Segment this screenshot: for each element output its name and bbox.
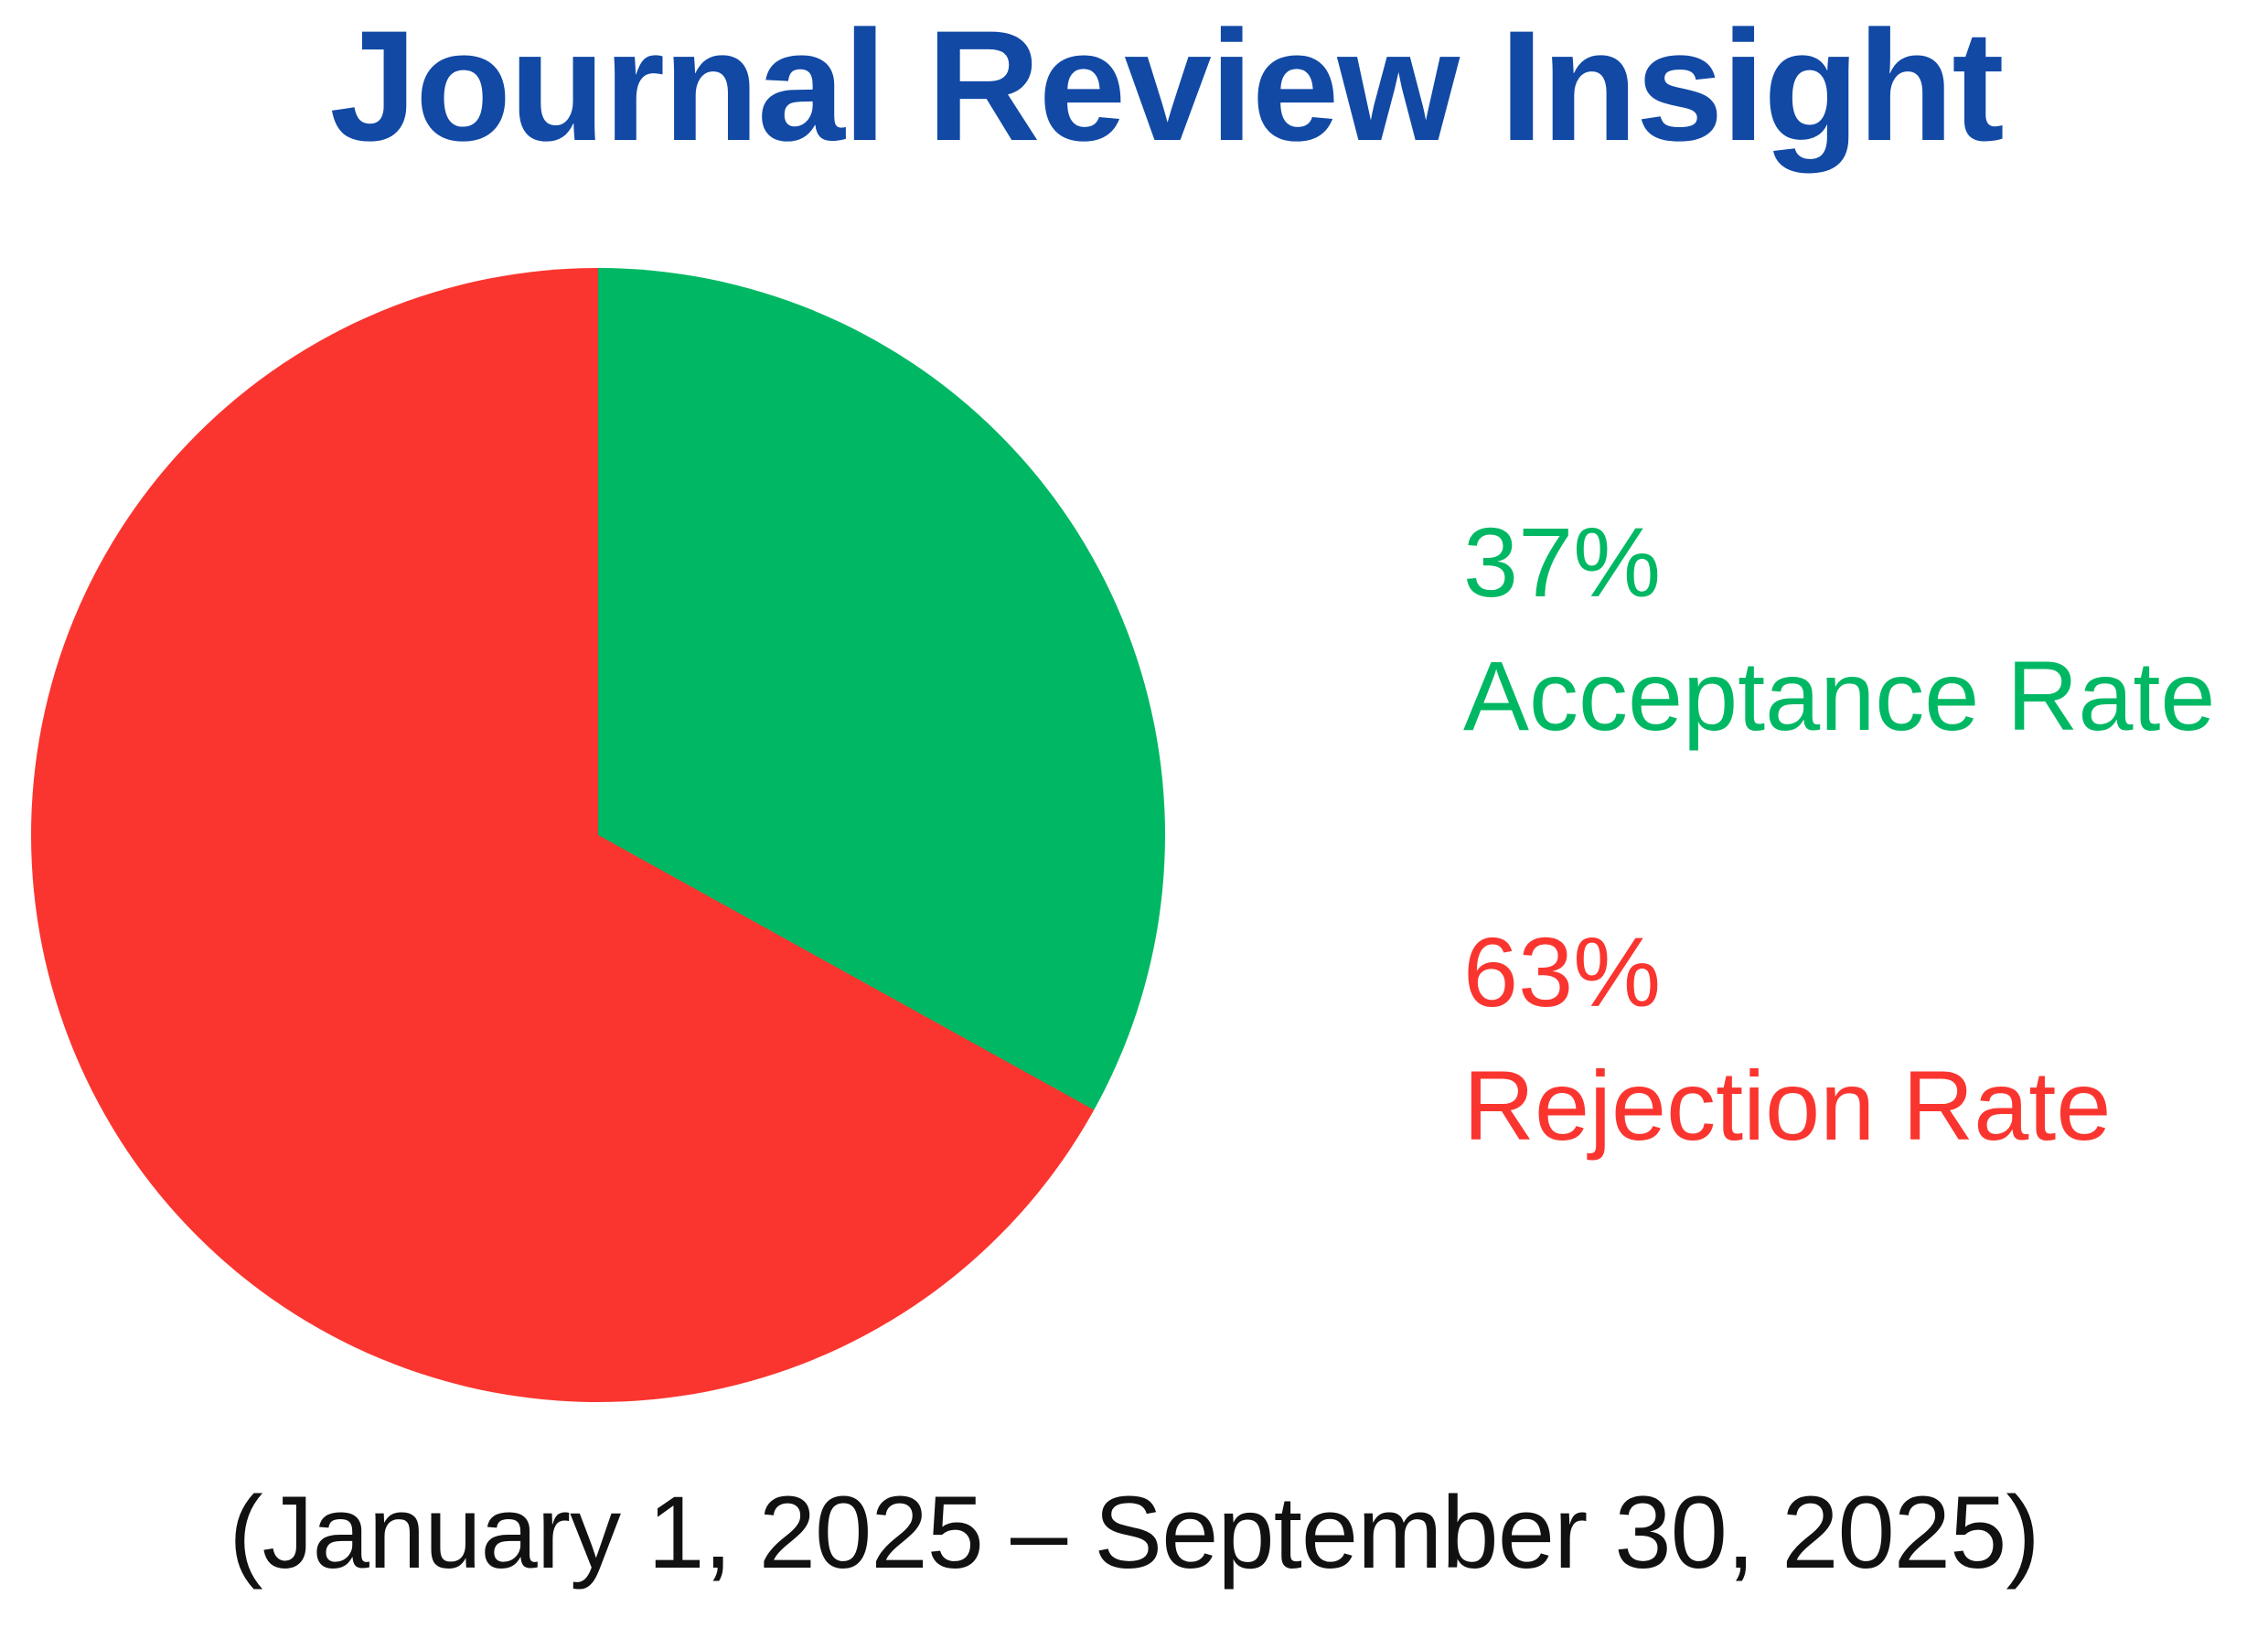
page-title: Journal Review Insight [329,0,2004,174]
legend-rejection: 63% Rejection Rate [1463,905,2111,1173]
pie-chart [31,268,1165,1402]
date-range-caption: (January 1, 2025 – September 30, 2025) [229,1475,2039,1590]
legend-acceptance: 37% Acceptance Rate [1463,496,2216,763]
rejection-label: Rejection Rate [1463,1049,2112,1161]
acceptance-label: Acceptance Rate [1463,639,2216,751]
acceptance-percent: 37% [1463,507,1662,617]
rejection-percent: 63% [1463,916,1662,1027]
